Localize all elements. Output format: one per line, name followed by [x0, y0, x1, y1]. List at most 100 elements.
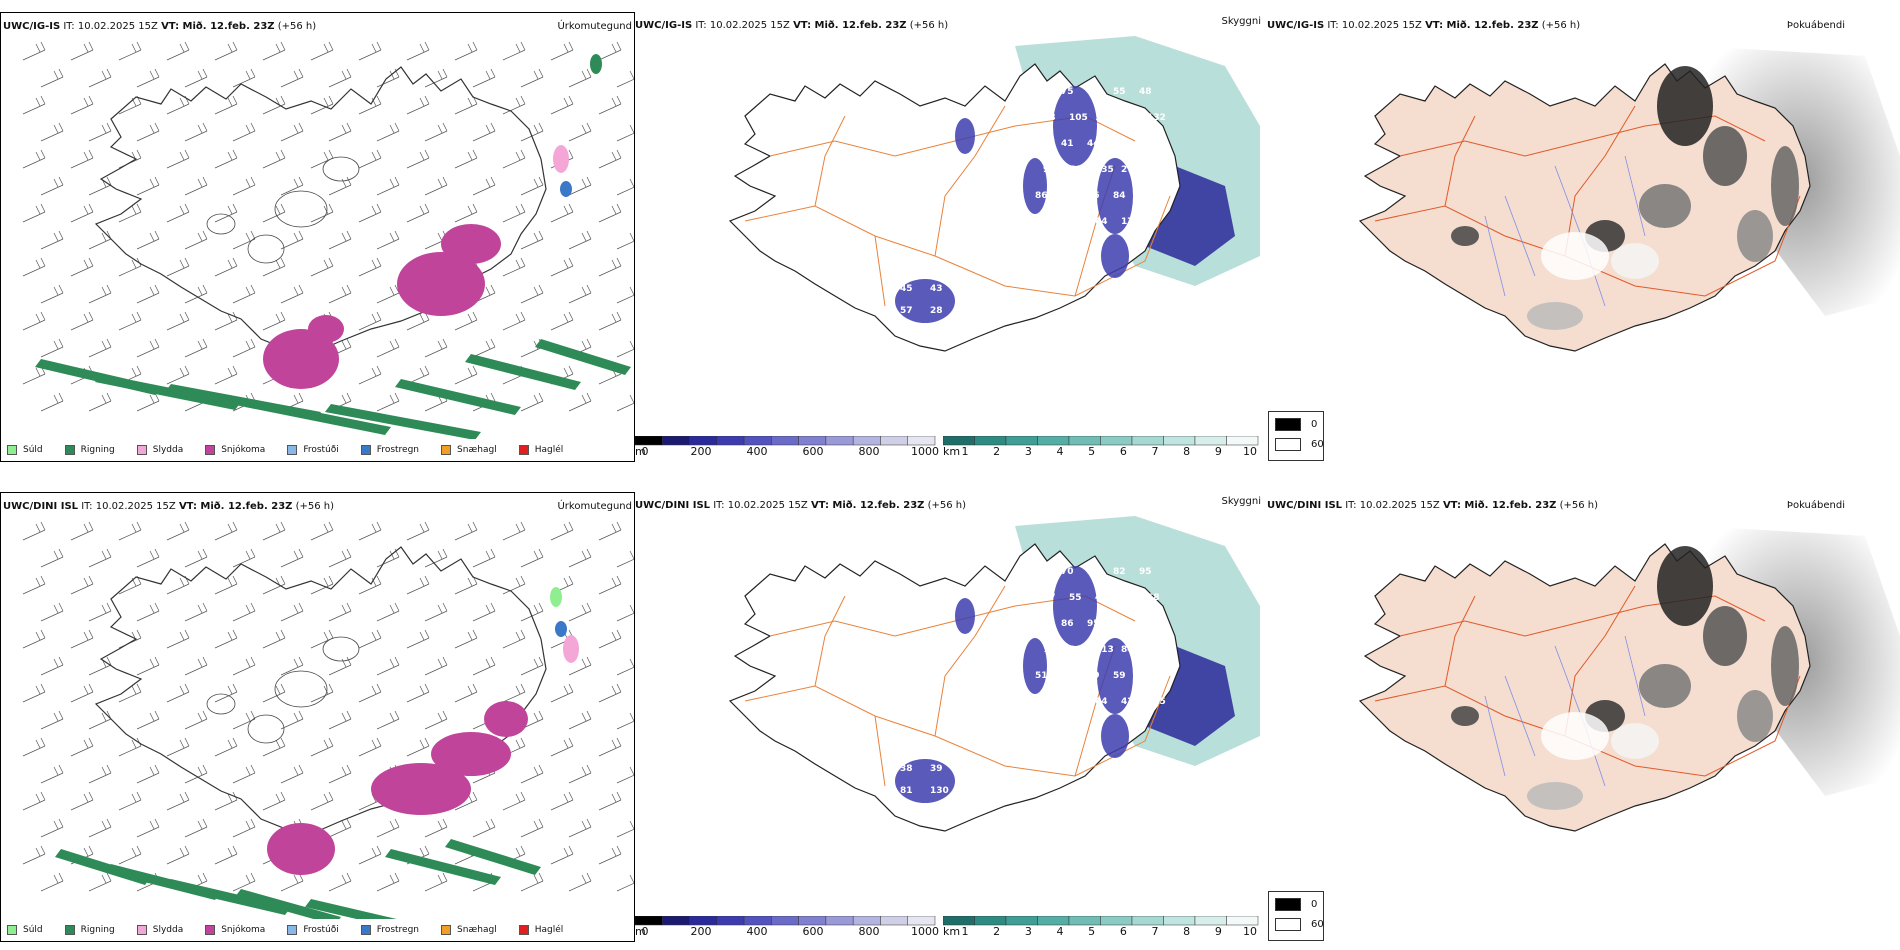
cloud-base-ticks: 0 200 400 600 800 1000 [641, 925, 940, 939]
valid-time: VT: Mið. 12.feb. 23Z [1442, 500, 1557, 511]
colorbar-segment [943, 916, 975, 926]
visibility-value: 59 [1113, 671, 1126, 681]
visibility-value: 55 [1113, 87, 1126, 97]
colorbar-tick-label: 1 [961, 925, 969, 938]
visibility-value: 213 [1095, 645, 1114, 655]
colorbar-segment [1163, 916, 1196, 926]
iceland-outline [1358, 63, 1811, 352]
cloud-base-unit: m [635, 445, 646, 458]
colorbar-tick-label: 0 [641, 925, 649, 938]
legend-item-snjókoma: Snjókoma [205, 925, 265, 935]
iceland-outline [94, 66, 547, 355]
mixed-precip-spots [553, 54, 602, 197]
colorbar-segment [1226, 916, 1259, 926]
visibility-value: 50 [1069, 217, 1082, 227]
colorbar-segment [974, 436, 1007, 446]
parameter-name: Þokuábendi [1786, 500, 1845, 511]
visibility-value: 48 [1043, 113, 1056, 123]
glacier-outline [247, 714, 285, 744]
visibility-value: 68 [1147, 593, 1160, 603]
legend-label: Frostúði [303, 445, 339, 455]
glacier-outline [274, 670, 328, 708]
visibility-value: 70 [1069, 165, 1082, 175]
snowfall-areas [267, 701, 528, 875]
valid-time: VT: Mið. 12.feb. 23Z [178, 501, 293, 512]
legend-label: Rigning [80, 445, 115, 455]
valid-time: VT: Mið. 12.feb. 23Z [793, 20, 907, 31]
cloud-base-ticks: 0 200 400 600 800 1000 [641, 445, 940, 459]
colorbar-segment [743, 916, 772, 926]
legend-item-frostúði: Frostúði [287, 925, 339, 935]
model-name: UWC/DINI ISL [1267, 500, 1343, 511]
legend-swatch [136, 445, 147, 455]
colorbar-tick-label: 2 [993, 925, 1001, 938]
colorbar-segment [825, 436, 854, 446]
visibility-value: 118 [1121, 113, 1140, 123]
init-time: IT: 10.02.2025 15Z [713, 500, 808, 511]
colorbar-segment [1005, 916, 1038, 926]
visibility-value: 51 [1035, 619, 1048, 629]
legend-swatch [205, 445, 216, 455]
colorbar-segment [635, 436, 663, 446]
visibility-map: 94 70 59 82 95 47 55 46 65 68 51 86 95 80 71 71 36 213 84 8… [728, 516, 1260, 832]
parameter-name: Úrkomutegund [557, 21, 632, 32]
visibility-value: 43 [930, 284, 943, 294]
visibility-value: 53 [1061, 243, 1074, 253]
visibility-values: 94 70 59 82 95 47 55 46 65 68 51 86 95 80 71 71 36 213 84 8… [900, 567, 1166, 796]
init-time: IT: 10.02.2025 15Z [63, 21, 158, 32]
visibility-value: 12 [960, 786, 973, 796]
panel-title: UWC/DINI ISL IT: 10.02.2025 15Z VT: Mið.… [635, 496, 1263, 516]
colorbar-segment [1194, 436, 1227, 446]
colorbar-segment [798, 916, 827, 926]
legend-item-rigning: Rigning [64, 445, 115, 455]
colorbar-segment [852, 916, 881, 926]
colorbar-tick-label: 5 [1088, 925, 1096, 938]
precip-type-map [22, 41, 634, 439]
fog-light-label: 60 [1311, 919, 1324, 930]
colorbar-tick-label: 4 [1056, 925, 1064, 938]
colorbar-segment [943, 436, 975, 446]
colorbar-tick-label: 8 [1183, 445, 1191, 458]
panel-title: UWC/IG-IS IT: 10.02.2025 15Z VT: Mið. 12… [635, 16, 1263, 36]
colorbar-tick-label: 0 [641, 445, 649, 458]
visibility-value: 70 [1061, 567, 1074, 577]
legend-swatch [360, 925, 371, 935]
visibility-unit: km [943, 445, 961, 458]
legend-swatch [7, 445, 17, 455]
visibility-value: 103 [1095, 113, 1114, 123]
visibility-value: 127 [1035, 87, 1054, 97]
fog-dark-label: 0 [1311, 419, 1318, 430]
legend-item-snæhagl: Snæhagl [441, 445, 497, 455]
rivers [1484, 635, 1646, 787]
visibility-ticks: 1 2 3 4 5 6 7 8 9 10 [961, 925, 1258, 939]
fog-index-map [1358, 526, 1900, 832]
fog-key-row1: 0 60 [1268, 411, 1324, 461]
visibility-value: 64 [1095, 217, 1108, 227]
mixed-precip-spots [550, 587, 579, 663]
visibility-value: 80 [1113, 619, 1126, 629]
visibility-value: 94 [1035, 567, 1048, 577]
visibility-colorbar [943, 916, 1259, 926]
visibility-value: 84 [1121, 645, 1134, 655]
model-name: UWC/IG-IS [1267, 20, 1325, 31]
legend-item-súld: Súld [7, 925, 43, 935]
valid-time: VT: Mið. 12.feb. 23Z [161, 21, 275, 32]
visibility-value: 132 [1147, 113, 1166, 123]
panel-title: UWC/DINI ISL IT: 10.02.2025 15Z VT: Mið.… [1267, 500, 1847, 516]
colorbar-segment [689, 436, 718, 446]
colorbar-tick-label: 400 [746, 445, 768, 458]
fog-light-label: 60 [1311, 439, 1324, 450]
iceland-outline [1358, 543, 1811, 832]
legend-label: Súld [23, 445, 43, 455]
visibility-unit: km [943, 925, 961, 938]
legend-item-frostúði: Frostúði [287, 445, 339, 455]
colorbar-segment [662, 436, 690, 446]
colorbar-tick-label: 400 [746, 925, 768, 938]
lead-time: (+56 h) [277, 21, 317, 32]
precip-legend: Súld Rigning Slydda Snjókoma Frostúði Frostre… [7, 923, 585, 937]
legend-swatch [64, 925, 75, 935]
panel-title: UWC/IG-IS IT: 10.02.2025 15Z VT: Mið. 12… [3, 21, 634, 37]
colorbar-tick-label: 10 [1243, 445, 1257, 458]
panel-visibility-row2: UWC/DINI ISL IT: 10.02.2025 15Z VT: Mið.… [635, 492, 1265, 942]
visibility-value: 55 [1139, 139, 1152, 149]
